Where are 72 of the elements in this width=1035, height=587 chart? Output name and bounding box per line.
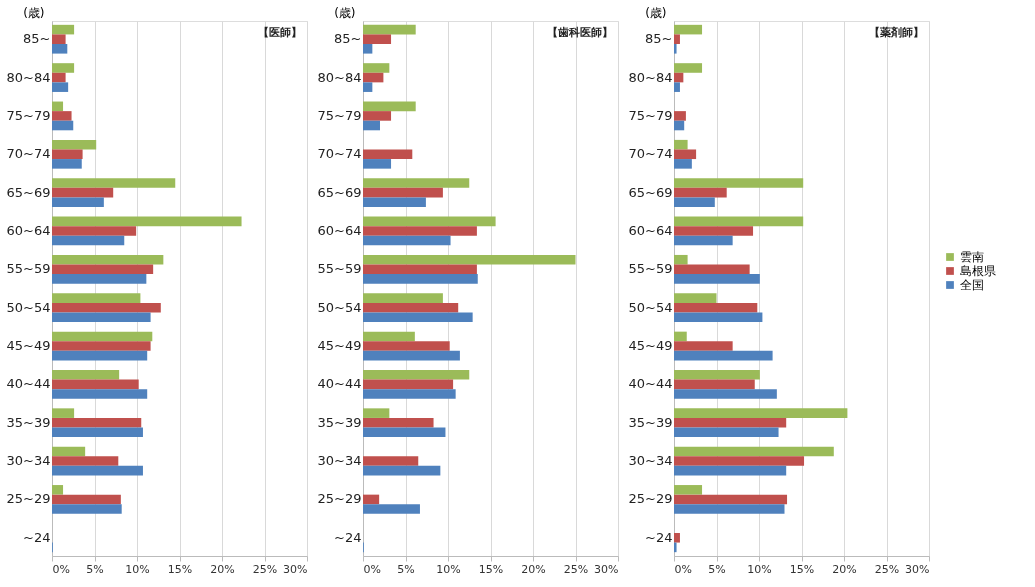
y-tick-label: 65~69 [6,184,51,200]
chart-title: 【歯科医師】 [547,26,613,39]
x-tick-label: 15% [478,562,504,576]
y-tick-label: 30~34 [317,453,362,469]
y-tick-label: 80~84 [317,69,362,85]
y-tick-label: ~24 [23,529,51,545]
y-tick-label: ~24 [334,529,362,545]
y-tick-label: 60~64 [317,222,362,238]
y-tick-label: 80~84 [628,69,673,85]
y-tick-label: 35~39 [317,414,362,430]
legend-label: 雲南 [960,250,984,264]
y-tick-label: 75~79 [317,107,362,123]
y-tick-label: 25~29 [317,491,362,507]
y-tick-label: 70~74 [628,146,673,162]
y-tick-label: 50~54 [628,299,673,315]
x-tick-label: 20% [210,562,235,576]
x-tick-label: 5% [708,562,726,576]
x-tick-label: 5% [86,562,104,576]
x-tick-label: 25% [252,562,278,576]
y-tick-label: 75~79 [6,107,51,123]
y-tick-label: 85~ [23,31,51,47]
y-tick-label: 70~74 [317,146,362,162]
y-tick-label: 35~39 [628,414,673,430]
y-tick-label: 75~79 [628,107,673,123]
x-tick-label: 10% [125,562,150,576]
y-axis-title: (歳) [334,5,356,20]
x-tick-label: 30% [905,562,930,576]
y-tick-label: 80~84 [6,69,51,85]
y-tick-label: 55~59 [628,261,673,277]
y-tick-label: 45~49 [317,338,362,354]
y-tick-label: 30~34 [628,453,673,469]
x-tick-label: 0% [52,562,70,576]
y-axis-title: (歳) [23,5,45,20]
y-tick-label: 85~ [334,31,362,47]
y-tick-label: 30~34 [6,453,51,469]
y-tick-label: 40~44 [317,376,362,392]
x-tick-label: 15% [789,562,815,576]
y-tick-label: 65~69 [628,184,673,200]
x-tick-label: 25% [874,562,900,576]
y-tick-label: 65~69 [317,184,362,200]
y-tick-label: 35~39 [6,414,51,430]
y-tick-label: 60~64 [6,222,51,238]
y-tick-label: 70~74 [6,146,51,162]
y-tick-label: 50~54 [317,299,362,315]
y-tick-label: 40~44 [628,376,673,392]
x-tick-label: 5% [397,562,415,576]
x-tick-label: 30% [594,562,619,576]
y-tick-label: 60~64 [628,222,673,238]
y-tick-label: 45~49 [6,338,51,354]
x-tick-label: 0% [674,562,692,576]
y-tick-label: 85~ [645,31,673,47]
x-tick-label: 15% [167,562,193,576]
legend-label: 島根県 [960,264,996,278]
chart-title: 【薬剤師】 [869,26,924,39]
x-tick-label: 10% [747,562,772,576]
x-tick-label: 30% [283,562,308,576]
legend-label: 全国 [960,278,984,292]
y-tick-label: 50~54 [6,299,51,315]
y-tick-label: 55~59 [6,261,51,277]
y-tick-label: 25~29 [6,491,51,507]
x-tick-label: 20% [832,562,857,576]
y-tick-label: 45~49 [628,338,673,354]
y-tick-label: 40~44 [6,376,51,392]
y-axis-title: (歳) [645,5,667,20]
y-tick-label: 25~29 [628,491,673,507]
chart-title: 【医師】 [258,26,302,39]
x-tick-label: 0% [363,562,381,576]
x-tick-label: 10% [436,562,461,576]
y-tick-label: ~24 [645,529,673,545]
y-tick-label: 55~59 [317,261,362,277]
x-tick-label: 20% [521,562,546,576]
x-tick-label: 25% [563,562,589,576]
